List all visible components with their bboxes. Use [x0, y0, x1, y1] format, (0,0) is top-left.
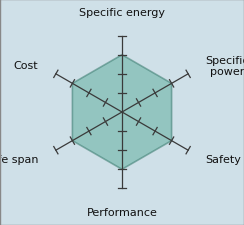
Text: Specific energy: Specific energy: [79, 8, 165, 18]
Text: Life span: Life span: [0, 154, 38, 164]
Text: Cost: Cost: [14, 61, 38, 71]
Text: Specific
power: Specific power: [206, 56, 244, 76]
Text: Performance: Performance: [87, 207, 157, 217]
Text: Safety: Safety: [206, 154, 242, 164]
Polygon shape: [72, 56, 172, 169]
